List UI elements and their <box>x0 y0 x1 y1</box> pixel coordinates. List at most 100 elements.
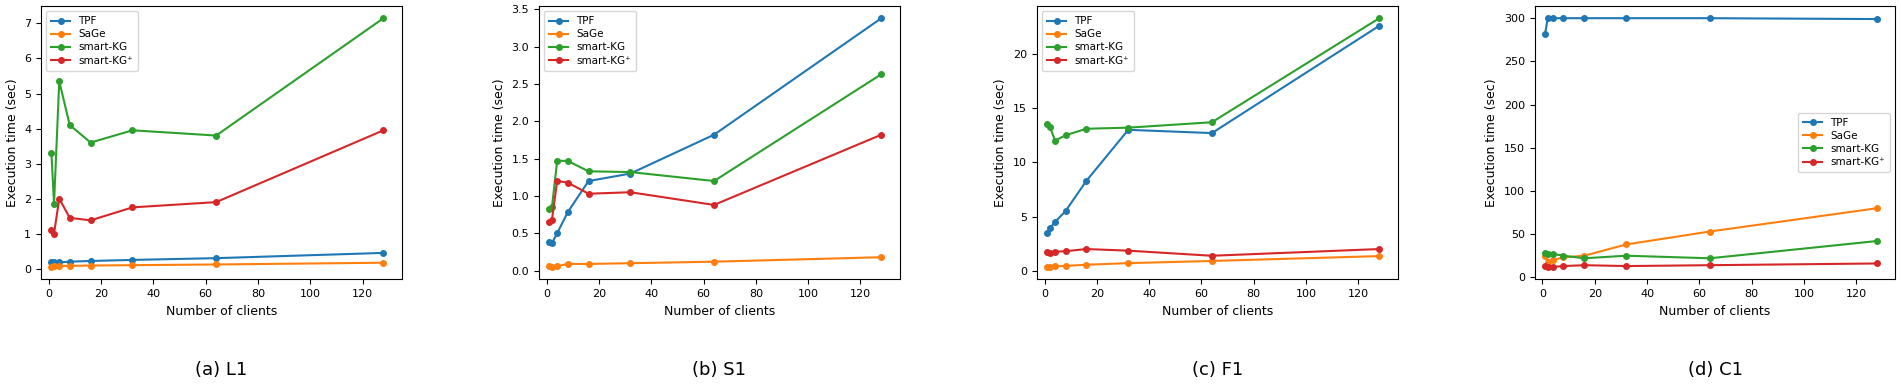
smart-KG⁺ <box>1044 249 1066 254</box>
TPF <box>1698 16 1720 21</box>
smart-KG <box>538 206 561 211</box>
smart-KG <box>1536 252 1559 256</box>
smart-KG <box>703 179 726 184</box>
TPF <box>42 260 65 265</box>
TPF <box>1369 23 1392 28</box>
Line: SaGe: SaGe <box>546 255 884 270</box>
smart-KG <box>1698 256 1720 261</box>
smart-KG <box>1542 252 1565 256</box>
SaGe <box>578 262 601 266</box>
SaGe <box>1534 253 1557 258</box>
TPF <box>59 259 82 264</box>
smart-KG <box>1551 253 1574 258</box>
Legend: TPF, SaGe, smart-KG, smart-KG⁺: TPF, SaGe, smart-KG, smart-KG⁺ <box>1798 113 1890 172</box>
SaGe <box>1572 253 1595 258</box>
smart-KG <box>1201 120 1224 125</box>
TPF <box>546 231 568 236</box>
TPF <box>1076 178 1099 183</box>
smart-KG⁺ <box>1614 264 1637 268</box>
smart-KG⁺ <box>42 231 65 236</box>
TPF <box>373 251 395 255</box>
Line: smart-KG⁺: smart-KG⁺ <box>546 132 884 225</box>
Line: TPF: TPF <box>546 16 884 246</box>
smart-KG⁺ <box>1369 247 1392 251</box>
Line: smart-KG: smart-KG <box>1542 238 1880 261</box>
smart-KG⁺ <box>1534 264 1557 268</box>
Line: smart-KG: smart-KG <box>546 71 884 211</box>
smart-KG <box>40 151 63 156</box>
TPF <box>1038 226 1061 231</box>
smart-KG⁺ <box>1055 249 1078 253</box>
TPF <box>80 259 103 263</box>
SaGe <box>540 265 563 269</box>
TPF <box>1118 128 1141 132</box>
X-axis label: Number of clients: Number of clients <box>1162 305 1274 318</box>
smart-KG⁺ <box>59 216 82 220</box>
smart-KG⁺ <box>1076 247 1099 251</box>
smart-KG⁺ <box>1536 265 1559 269</box>
TPF <box>1536 16 1559 21</box>
Line: smart-KG⁺: smart-KG⁺ <box>1542 261 1880 270</box>
smart-KG <box>1534 251 1557 255</box>
SaGe <box>1369 254 1392 258</box>
TPF <box>1865 17 1888 21</box>
TPF <box>1201 131 1224 135</box>
TPF <box>578 179 601 184</box>
SaGe <box>871 255 893 260</box>
smart-KG⁺ <box>373 128 395 133</box>
SaGe <box>205 262 228 267</box>
smart-KG <box>557 159 580 163</box>
Line: smart-KG⁺: smart-KG⁺ <box>49 128 386 236</box>
SaGe <box>1036 265 1059 269</box>
smart-KG⁺ <box>1038 251 1061 255</box>
smart-KG <box>1369 16 1392 21</box>
SaGe <box>1038 264 1061 269</box>
smart-KG⁺ <box>1036 250 1059 255</box>
TPF <box>1044 220 1066 224</box>
smart-KG <box>620 170 643 174</box>
Text: (a) L1: (a) L1 <box>196 362 247 379</box>
X-axis label: Number of clients: Number of clients <box>1660 305 1770 318</box>
TPF <box>1036 230 1059 235</box>
TPF <box>1534 31 1557 36</box>
smart-KG <box>1038 124 1061 129</box>
SaGe <box>1076 262 1099 267</box>
smart-KG⁺ <box>871 132 893 137</box>
smart-KG <box>540 205 563 210</box>
SaGe <box>1044 264 1066 269</box>
smart-KG⁺ <box>40 228 63 232</box>
smart-KG <box>59 123 82 127</box>
SaGe <box>703 259 726 264</box>
smart-KG <box>80 140 103 145</box>
smart-KG⁺ <box>1542 265 1565 269</box>
Text: (b) S1: (b) S1 <box>692 362 747 379</box>
smart-KG⁺ <box>1201 253 1224 258</box>
SaGe <box>1865 206 1888 211</box>
SaGe <box>122 263 144 267</box>
smart-KG⁺ <box>1118 248 1141 253</box>
smart-KG <box>205 133 228 138</box>
smart-KG⁺ <box>80 218 103 223</box>
smart-KG <box>1118 125 1141 130</box>
SaGe <box>1551 255 1574 260</box>
Line: TPF: TPF <box>1542 16 1880 36</box>
SaGe <box>546 264 568 268</box>
smart-KG <box>1044 139 1066 143</box>
smart-KG⁺ <box>1698 263 1720 267</box>
SaGe <box>59 263 82 268</box>
smart-KG⁺ <box>122 205 144 210</box>
smart-KG <box>1572 256 1595 261</box>
smart-KG⁺ <box>48 196 70 201</box>
smart-KG⁺ <box>546 179 568 184</box>
smart-KG⁺ <box>1865 261 1888 266</box>
smart-KG <box>1614 253 1637 258</box>
smart-KG⁺ <box>557 180 580 185</box>
smart-KG <box>1036 122 1059 127</box>
Legend: TPF, SaGe, smart-KG, smart-KG⁺: TPF, SaGe, smart-KG, smart-KG⁺ <box>1042 11 1135 71</box>
TPF <box>540 241 563 245</box>
Text: (c) F1: (c) F1 <box>1192 362 1243 379</box>
smart-KG <box>48 79 70 83</box>
TPF <box>1614 16 1637 21</box>
SaGe <box>80 263 103 268</box>
Line: SaGe: SaGe <box>1542 205 1880 265</box>
